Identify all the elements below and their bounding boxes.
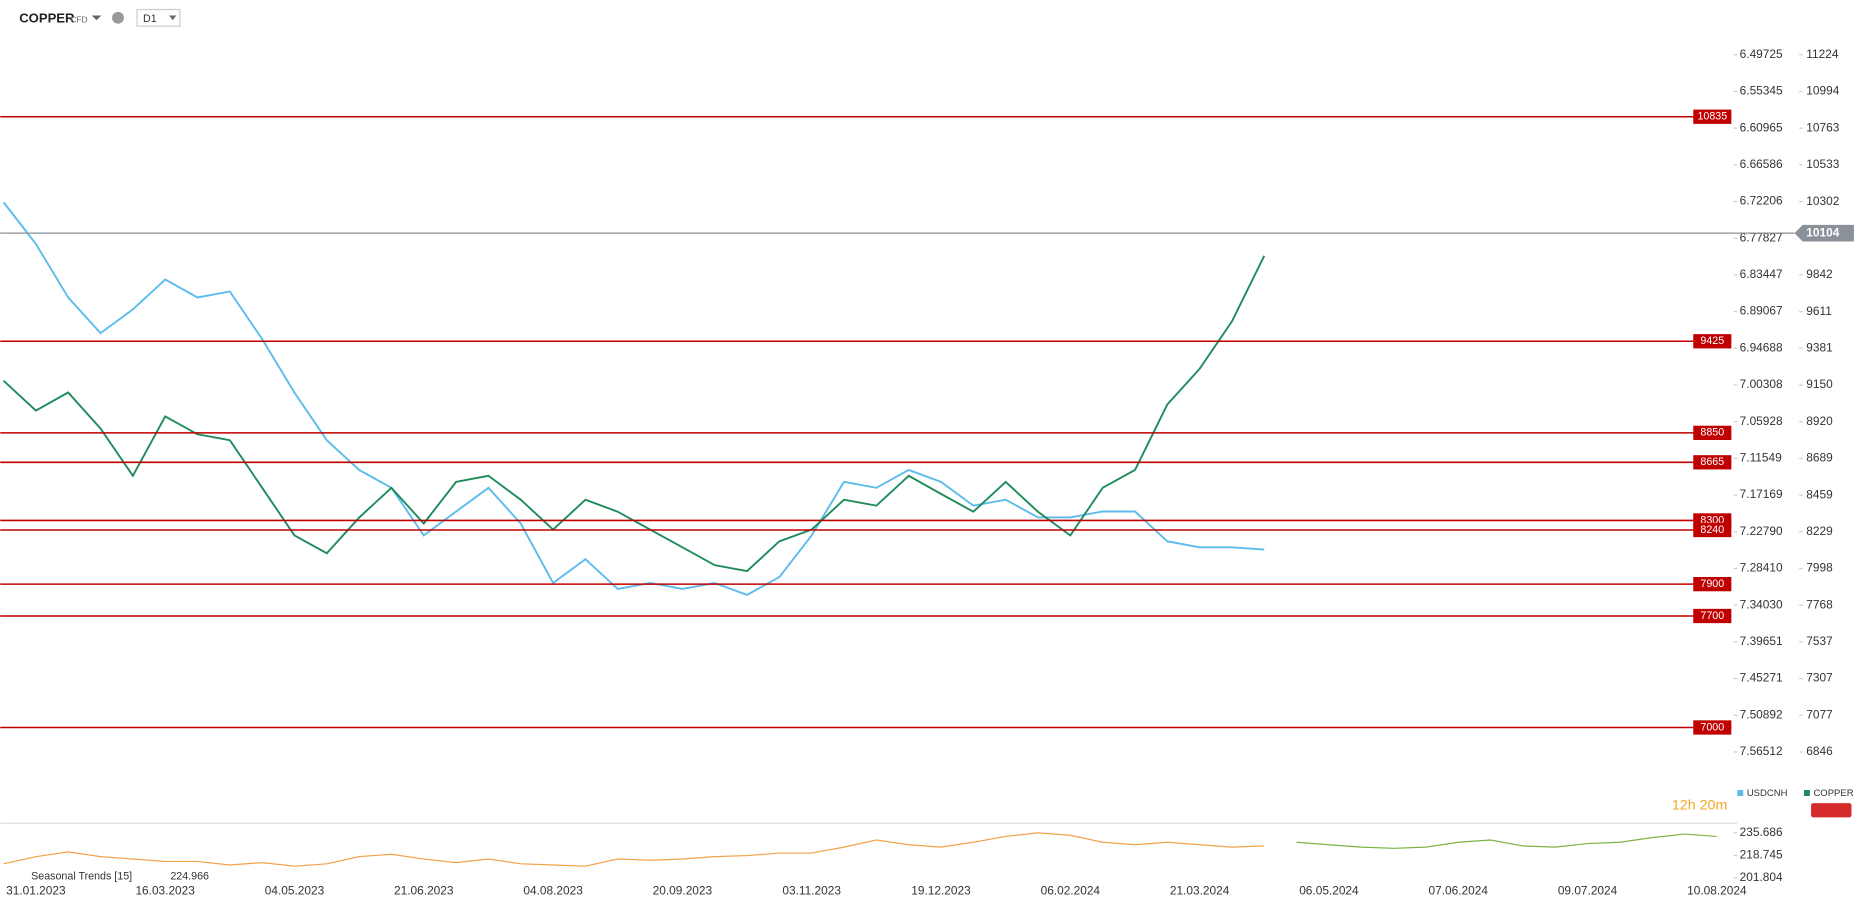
x-tick-label: 04.08.2023 xyxy=(523,883,583,897)
last-price-tag xyxy=(1794,224,1854,242)
level-tag xyxy=(1693,577,1732,592)
timeframe-arrow xyxy=(169,15,177,21)
x-tick-label: 19.12.2023 xyxy=(911,883,971,897)
legend-swatch xyxy=(1737,790,1744,796)
y2-tick-label: 7.22790 xyxy=(1740,524,1783,538)
y2-tick-label: 7.28410 xyxy=(1740,561,1783,575)
x-tick-label: 10.08.2024 xyxy=(1687,883,1747,897)
y2-tick-label: 7.50892 xyxy=(1740,707,1783,721)
level-label: 7700 xyxy=(1700,610,1724,622)
level-tag xyxy=(1693,522,1732,538)
level-label: 10835 xyxy=(1697,111,1727,123)
symbol[interactable]: COPPER xyxy=(19,10,75,25)
y-tick-label: 10302 xyxy=(1806,194,1839,208)
y-tick-label: 8689 xyxy=(1806,451,1833,465)
indicator-value: 224.966 xyxy=(170,871,209,883)
seasonal-future xyxy=(1296,833,1717,849)
timer: 12h 20m xyxy=(1672,797,1728,813)
y-tick-label: 6846 xyxy=(1806,744,1833,758)
level-tag xyxy=(1693,720,1732,735)
y2-tick-label: 6.55345 xyxy=(1740,84,1783,98)
y2-tick-label: 6.66586 xyxy=(1740,157,1783,171)
symbol-dropdown[interactable] xyxy=(91,15,102,21)
level-label: 8665 xyxy=(1700,456,1724,468)
info-icon[interactable] xyxy=(112,11,124,24)
y-tick-label: 8920 xyxy=(1806,414,1833,428)
y2-tick-label: 6.77827 xyxy=(1740,230,1783,244)
y2-tick-label: 7.05928 xyxy=(1740,414,1783,428)
x-tick-label: 07.06.2024 xyxy=(1429,883,1489,897)
level-label: 7900 xyxy=(1700,578,1724,590)
x-tick-label: 04.05.2023 xyxy=(265,883,325,897)
x-tick-label: 21.06.2023 xyxy=(394,883,454,897)
indicator-title: Seasonal Trends [15] xyxy=(31,871,132,883)
y2-tick-label: 7.17169 xyxy=(1740,487,1783,501)
x-tick-label: 21.03.2024 xyxy=(1170,883,1230,897)
level-tag xyxy=(1693,455,1732,470)
y-tick-label: 201.804 xyxy=(1740,870,1783,884)
y-tick-label: 9842 xyxy=(1806,267,1832,281)
timeframe-select[interactable] xyxy=(136,8,181,27)
level-label: 8850 xyxy=(1700,427,1724,439)
badge: CFD xyxy=(70,14,87,24)
x-tick-label: 09.07.2024 xyxy=(1558,883,1618,897)
series-line xyxy=(2,255,1266,573)
timeframe[interactable]: D1 xyxy=(143,13,157,25)
y-tick-label: 9381 xyxy=(1806,340,1833,354)
level-label: 8240 xyxy=(1700,524,1724,536)
y-tick-label: 9611 xyxy=(1806,304,1832,318)
y-tick-label: 8459 xyxy=(1806,487,1833,501)
level-label: 7000 xyxy=(1700,721,1724,733)
x-tick-label: 16.03.2023 xyxy=(135,883,195,897)
y-tick-label: 10763 xyxy=(1806,120,1839,134)
level-tag xyxy=(1693,608,1732,624)
legend-label[interactable]: COPPER xyxy=(1813,788,1853,799)
y2-tick-label: 6.83447 xyxy=(1740,267,1783,281)
y-tick-label: 7998 xyxy=(1806,561,1833,575)
series-line xyxy=(2,201,1265,596)
y-tick-label: 218.745 xyxy=(1740,848,1783,862)
y-tick-label: 7307 xyxy=(1806,671,1832,685)
legend-active[interactable] xyxy=(1811,803,1852,818)
x-tick-label: 06.02.2024 xyxy=(1041,883,1101,897)
y2-tick-label: 7.45271 xyxy=(1740,671,1783,685)
level-label: 9425 xyxy=(1700,335,1724,347)
level-tag xyxy=(1693,109,1732,124)
y2-tick-label: 7.34030 xyxy=(1740,597,1783,611)
last-price-label: 10104 xyxy=(1806,225,1839,239)
y-tick-label: 7537 xyxy=(1806,634,1832,648)
legend-swatch xyxy=(1803,790,1810,796)
y-tick-label: 10994 xyxy=(1806,84,1839,98)
y2-tick-label: 7.39651 xyxy=(1740,634,1783,648)
y2-tick-label: 7.00308 xyxy=(1740,377,1783,391)
y2-tick-label: 6.49725 xyxy=(1740,47,1783,61)
seasonal-past xyxy=(3,832,1265,867)
level-tag xyxy=(1693,334,1732,349)
y-tick-label: 7768 xyxy=(1806,597,1833,611)
legend-label[interactable]: USDCNH xyxy=(1747,788,1788,799)
y2-tick-label: 7.56512 xyxy=(1740,744,1783,758)
x-tick-label: 03.11.2023 xyxy=(782,883,841,897)
y2-tick-label: 6.94688 xyxy=(1740,340,1783,354)
x-tick-label: 31.01.2023 xyxy=(6,883,66,897)
y2-tick-label: 6.72206 xyxy=(1740,194,1783,208)
y-tick-label: 11224 xyxy=(1806,47,1839,61)
y2-tick-label: 6.89067 xyxy=(1740,304,1783,318)
x-tick-label: 06.05.2024 xyxy=(1299,883,1359,897)
x-tick-label: 20.09.2023 xyxy=(653,883,713,897)
y2-tick-label: 7.11549 xyxy=(1740,451,1782,465)
y-tick-label: 10533 xyxy=(1806,157,1839,171)
y2-tick-label: 6.60965 xyxy=(1740,120,1783,134)
level-tag xyxy=(1693,425,1732,440)
y-tick-label: 8229 xyxy=(1806,524,1833,538)
y-tick-label: 235.686 xyxy=(1740,825,1783,839)
y-tick-label: 9150 xyxy=(1806,377,1833,391)
y-tick-label: 7077 xyxy=(1806,707,1832,721)
